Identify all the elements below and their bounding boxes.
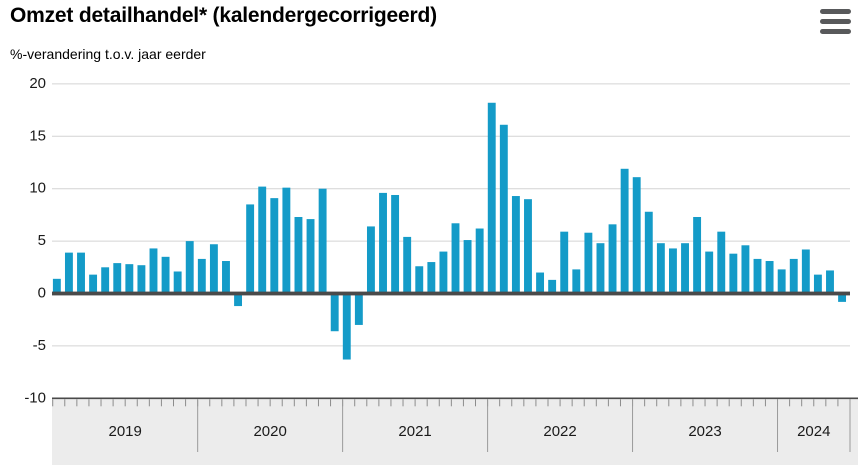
chart-subtitle: %-verandering t.o.v. jaar eerder bbox=[10, 46, 206, 62]
bar-2022-9[interactable] bbox=[584, 232, 593, 294]
menu-bar bbox=[820, 29, 851, 34]
bar-2023-6[interactable] bbox=[693, 216, 702, 294]
bar-2022-12[interactable] bbox=[620, 168, 629, 294]
bar-2022-2[interactable] bbox=[499, 124, 508, 294]
bar-2021-1[interactable] bbox=[342, 293, 351, 360]
bar-2019-9[interactable] bbox=[149, 248, 158, 294]
bar-2023-3[interactable] bbox=[656, 243, 665, 294]
bar-2020-7[interactable] bbox=[270, 198, 279, 294]
bar-2024-5[interactable] bbox=[826, 270, 834, 294]
bar-2020-8[interactable] bbox=[282, 187, 291, 294]
bar-2020-9[interactable] bbox=[294, 216, 303, 294]
bar-2024-1[interactable] bbox=[777, 269, 786, 294]
year-label-2024: 2024 bbox=[797, 423, 830, 440]
bar-2024-6[interactable] bbox=[838, 293, 847, 302]
bar-2021-2[interactable] bbox=[354, 293, 363, 325]
bar-2022-4[interactable] bbox=[524, 199, 532, 294]
bar-2019-1[interactable] bbox=[52, 278, 61, 294]
bar-2020-12[interactable] bbox=[330, 293, 339, 332]
bar-2023-8[interactable] bbox=[717, 231, 726, 294]
bar-2019-5[interactable] bbox=[101, 267, 110, 294]
bar-2020-5[interactable] bbox=[246, 204, 255, 294]
bar-2024-4[interactable] bbox=[813, 274, 822, 294]
bar-2023-11[interactable] bbox=[753, 258, 762, 294]
y-tick-label: -10 bbox=[24, 389, 46, 406]
y-tick-label: 15 bbox=[29, 127, 46, 144]
y-tick-label: -5 bbox=[33, 337, 46, 354]
bar-2019-2[interactable] bbox=[64, 252, 73, 294]
bar-2022-11[interactable] bbox=[608, 224, 617, 294]
bar-2023-9[interactable] bbox=[729, 253, 738, 294]
y-tick-label: 5 bbox=[38, 232, 46, 249]
bar-2021-10[interactable] bbox=[451, 223, 460, 294]
bar-2022-6[interactable] bbox=[548, 279, 557, 294]
bar-2021-7[interactable] bbox=[415, 266, 424, 294]
bar-2022-5[interactable] bbox=[536, 272, 545, 294]
menu-bar bbox=[820, 19, 851, 24]
bar-2020-10[interactable] bbox=[306, 219, 315, 294]
bar-2021-9[interactable] bbox=[439, 251, 448, 294]
bar-2023-1[interactable] bbox=[632, 177, 641, 294]
bar-2020-6[interactable] bbox=[258, 186, 267, 294]
year-label-2019: 2019 bbox=[108, 423, 141, 440]
bar-2023-4[interactable] bbox=[668, 248, 677, 294]
bar-2022-7[interactable] bbox=[560, 231, 569, 294]
bar-2019-12[interactable] bbox=[185, 241, 194, 294]
year-label-2023: 2023 bbox=[688, 423, 721, 440]
y-tick-label: 0 bbox=[38, 284, 46, 301]
bar-2023-12[interactable] bbox=[765, 261, 774, 294]
bar-2021-3[interactable] bbox=[366, 226, 375, 294]
bar-2022-8[interactable] bbox=[572, 269, 581, 294]
zero-line bbox=[52, 291, 850, 296]
year-label-2022: 2022 bbox=[543, 423, 576, 440]
bar-2023-7[interactable] bbox=[705, 251, 714, 294]
bar-2021-5[interactable] bbox=[391, 194, 400, 294]
x-axis-band bbox=[52, 398, 858, 465]
page-title: Omzet detailhandel* (kalendergecorrigeer… bbox=[10, 4, 437, 27]
bar-2021-4[interactable] bbox=[379, 192, 387, 294]
bar-2020-3[interactable] bbox=[222, 261, 230, 294]
bar-2024-3[interactable] bbox=[801, 249, 810, 294]
bar-2019-7[interactable] bbox=[125, 264, 134, 294]
bar-2024-2[interactable] bbox=[789, 258, 798, 294]
bar-2021-8[interactable] bbox=[427, 262, 436, 294]
y-tick-label: 10 bbox=[29, 180, 46, 197]
bar-2019-4[interactable] bbox=[89, 274, 98, 294]
year-label-2020: 2020 bbox=[253, 423, 286, 440]
hamburger-menu-icon[interactable] bbox=[820, 9, 851, 34]
bar-2021-6[interactable] bbox=[403, 236, 412, 294]
y-tick-label: 20 bbox=[29, 75, 46, 92]
bar-2022-1[interactable] bbox=[487, 102, 496, 294]
year-label-2021: 2021 bbox=[398, 423, 431, 440]
bar-2023-5[interactable] bbox=[681, 243, 689, 294]
bar-2020-11[interactable] bbox=[318, 188, 327, 294]
bar-2020-2[interactable] bbox=[209, 244, 218, 294]
bar-2023-2[interactable] bbox=[644, 211, 653, 294]
bar-2020-1[interactable] bbox=[197, 258, 206, 294]
bar-2023-10[interactable] bbox=[741, 245, 750, 294]
bar-2019-3[interactable] bbox=[77, 252, 85, 294]
bar-2019-10[interactable] bbox=[161, 256, 170, 294]
bar-2021-12[interactable] bbox=[475, 228, 484, 294]
bar-2019-8[interactable] bbox=[137, 265, 146, 294]
bar-2022-10[interactable] bbox=[596, 243, 605, 294]
bar-2019-6[interactable] bbox=[113, 263, 122, 294]
menu-bar bbox=[820, 9, 851, 14]
bar-2020-4[interactable] bbox=[234, 293, 243, 307]
bar-2019-11[interactable] bbox=[173, 271, 182, 294]
bar-2022-3[interactable] bbox=[511, 196, 520, 294]
bar-2021-11[interactable] bbox=[463, 240, 472, 294]
